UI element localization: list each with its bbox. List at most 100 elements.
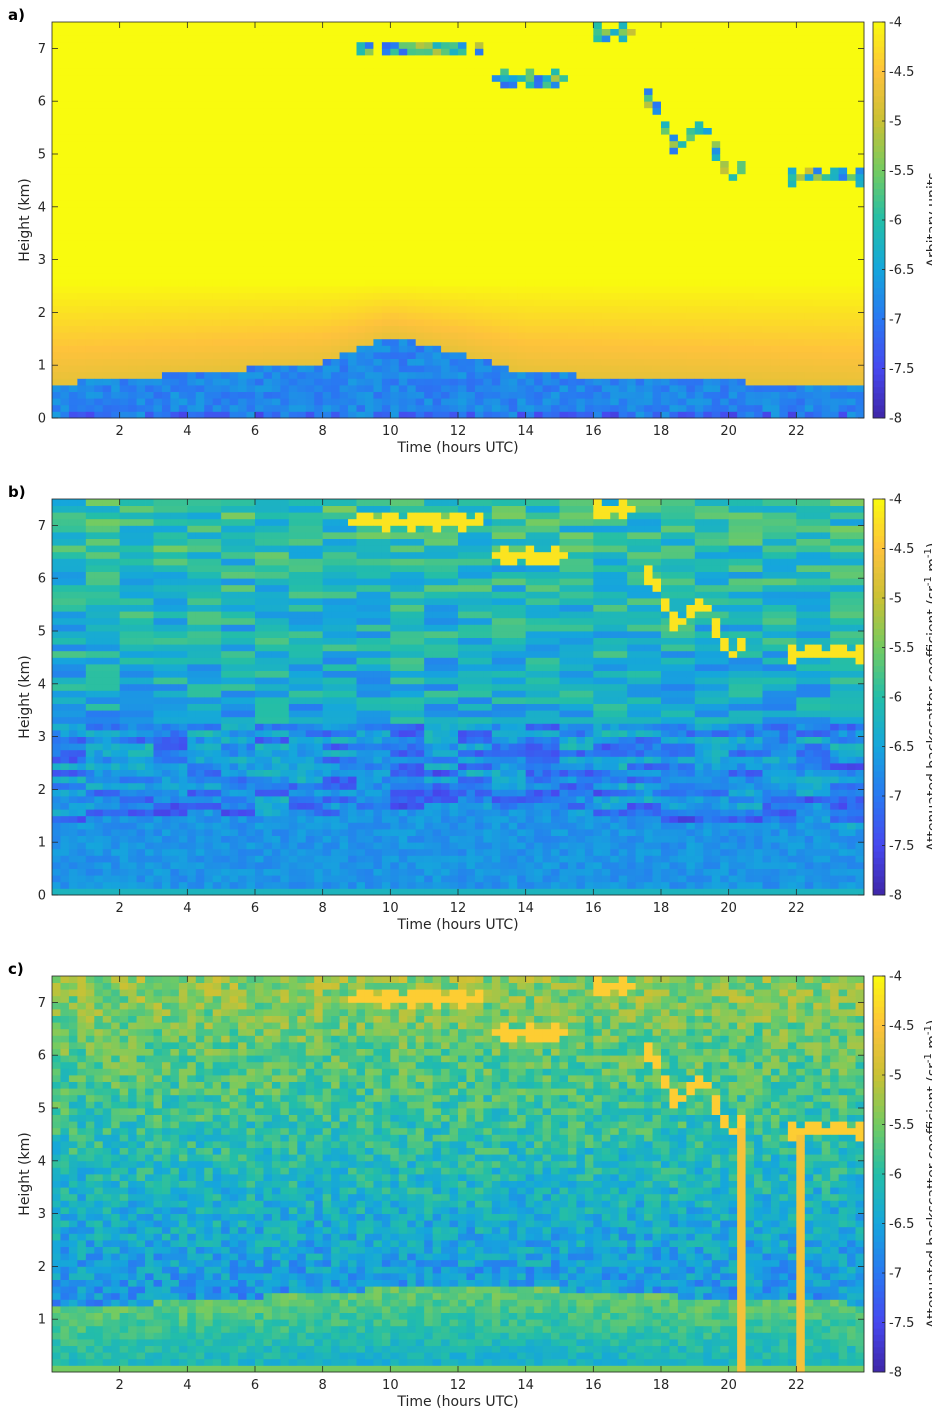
heatmap-cell (331, 68, 340, 75)
heatmap-cell (399, 227, 408, 234)
heatmap-cell (187, 22, 196, 29)
heatmap-cell (475, 55, 484, 62)
heatmap-cell (357, 260, 366, 267)
heatmap-cell (729, 260, 738, 267)
heatmap-cell (686, 114, 695, 121)
heatmap-cell (636, 108, 645, 115)
heatmap-cell (390, 121, 399, 128)
heatmap-cell (331, 273, 340, 280)
heatmap-cell (230, 128, 239, 135)
heatmap-cell (213, 227, 222, 234)
heatmap-cell (323, 75, 332, 82)
heatmap-cell (424, 68, 433, 75)
heatmap-cell (399, 154, 408, 161)
heatmap-cell (543, 62, 552, 69)
heatmap-cell (162, 154, 171, 161)
heatmap-cell (373, 128, 382, 135)
heatmap-cell (551, 128, 560, 135)
heatmap-cell (357, 88, 366, 95)
heatmap-cell (357, 312, 366, 319)
heatmap-cell (458, 101, 467, 108)
heatmap-cell (137, 134, 146, 141)
heatmap-cell (238, 114, 247, 121)
heatmap-cell (357, 293, 366, 300)
heatmap-cell (60, 81, 69, 88)
heatmap-cell (390, 306, 399, 313)
heatmap-cell (196, 141, 205, 148)
heatmap-cell (162, 385, 171, 392)
heatmap-cell (669, 392, 678, 399)
heatmap-cell (475, 326, 484, 333)
heatmap-cell (77, 359, 86, 366)
heatmap-cell (593, 306, 602, 313)
heatmap-cell (204, 213, 213, 220)
heatmap-cell (568, 194, 577, 201)
heatmap-cell (238, 240, 247, 247)
heatmap-cell (187, 299, 196, 306)
heatmap-cell (636, 220, 645, 227)
heatmap-cell (365, 128, 374, 135)
heatmap-cell (77, 372, 86, 379)
heatmap-cell (585, 378, 594, 385)
heatmap-cell (86, 194, 95, 201)
heatmap-cell (407, 385, 416, 392)
heatmap-cell (644, 174, 653, 181)
heatmap-cell (441, 352, 450, 359)
heatmap-cell (323, 299, 332, 306)
heatmap-cell (695, 293, 704, 300)
heatmap-cell (568, 411, 577, 418)
heatmap-cell (187, 385, 196, 392)
heatmap-cell (399, 352, 408, 359)
heatmap-cell (492, 352, 501, 359)
heatmap-cell (475, 180, 484, 187)
heatmap-cell (686, 220, 695, 227)
heatmap-cell (77, 128, 86, 135)
heatmap-cell (365, 233, 374, 240)
heatmap-cell (686, 29, 695, 36)
heatmap-cell (450, 345, 459, 352)
heatmap-cell (314, 29, 323, 36)
heatmap-cell (686, 108, 695, 115)
heatmap-cell (686, 22, 695, 29)
heatmap-cell (669, 147, 678, 154)
heatmap-cell (154, 411, 163, 418)
heatmap-cell (492, 22, 501, 29)
heatmap-cell (568, 345, 577, 352)
heatmap-cell (695, 385, 704, 392)
heatmap-cell (86, 293, 95, 300)
heatmap-cell (602, 332, 611, 339)
heatmap-cell (695, 240, 704, 247)
heatmap-cell (272, 161, 281, 168)
heatmap-cell (120, 174, 129, 181)
heatmap-cell (737, 306, 746, 313)
heatmap-cell (720, 345, 729, 352)
heatmap-cell (441, 385, 450, 392)
heatmap-cell (111, 365, 120, 372)
heatmap-cell (534, 372, 543, 379)
heatmap-cell (128, 411, 137, 418)
heatmap-cell (103, 233, 112, 240)
heatmap-cell (593, 187, 602, 194)
heatmap-cell (348, 398, 357, 405)
heatmap-cell (69, 378, 78, 385)
heatmap-cell (230, 161, 239, 168)
heatmap-cell (526, 293, 535, 300)
heatmap-cell (306, 372, 315, 379)
heatmap-cell (560, 95, 569, 102)
heatmap-cell (373, 299, 382, 306)
heatmap-cell (94, 134, 103, 141)
heatmap-cell (280, 299, 289, 306)
heatmap-cell (69, 48, 78, 55)
heatmap-cell (441, 121, 450, 128)
heatmap-cell (669, 279, 678, 286)
heatmap-cell (289, 273, 298, 280)
heatmap-cell (111, 187, 120, 194)
heatmap-cell (111, 55, 120, 62)
heatmap-cell (213, 161, 222, 168)
heatmap-cell (636, 128, 645, 135)
heatmap-cell (399, 161, 408, 168)
heatmap-cell (568, 286, 577, 293)
heatmap-cell (196, 194, 205, 201)
heatmap-cell (560, 227, 569, 234)
